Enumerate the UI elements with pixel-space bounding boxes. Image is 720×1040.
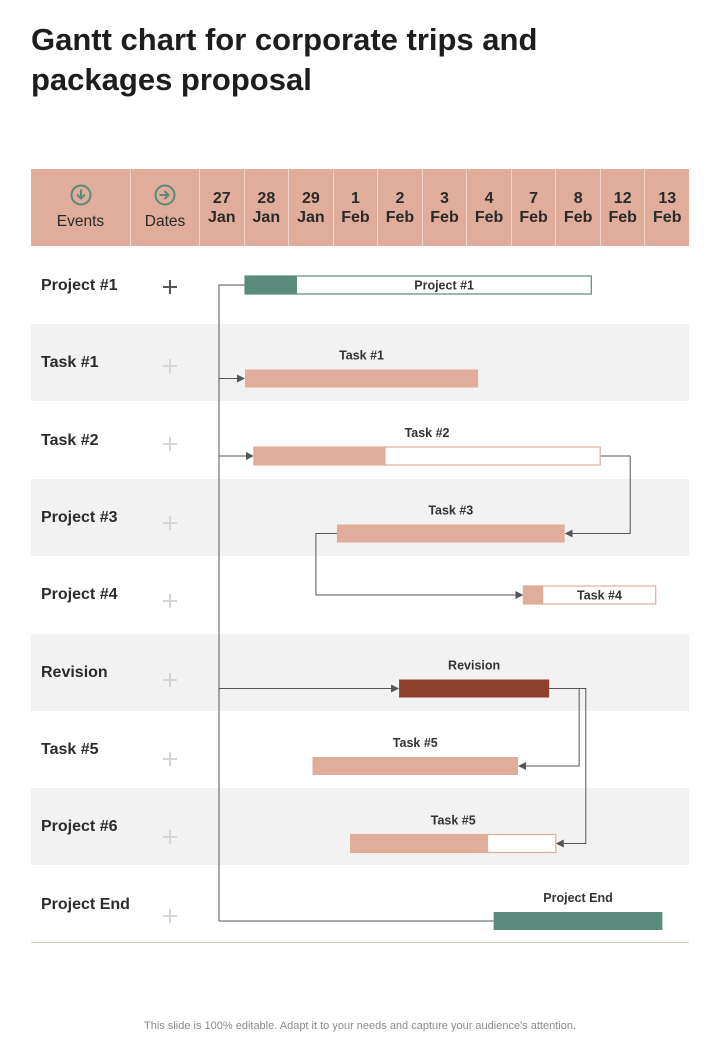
- date-day: 28: [257, 189, 276, 207]
- row-label: Project #4: [41, 586, 118, 603]
- date-column-header: 1 Feb: [334, 169, 379, 246]
- plus-icon[interactable]: [163, 752, 177, 766]
- row-label: Project #3: [41, 509, 118, 526]
- plus-icon[interactable]: [163, 359, 177, 373]
- date-column-header: 13 Feb: [645, 169, 689, 246]
- date-column-header: 28 Jan: [245, 169, 290, 246]
- date-column-header: 29 Jan: [289, 169, 334, 246]
- date-month: Jan: [252, 208, 281, 226]
- date-column-header: 12 Feb: [601, 169, 646, 246]
- row-label: Task #1: [41, 354, 99, 371]
- date-month: Jan: [207, 208, 236, 226]
- gantt-header: Events Dates 27 Jan 28 Jan 29 Jan 1 Feb 2 Feb…: [31, 169, 689, 246]
- gantt-row-project-end: Project End: [31, 866, 689, 943]
- gantt-row-project-1: Project #1: [31, 247, 689, 324]
- row-label: Task #5: [41, 741, 99, 758]
- table-bottom-divider: [31, 942, 689, 943]
- plus-icon[interactable]: [163, 437, 177, 451]
- plus-icon[interactable]: [163, 280, 177, 294]
- row-label: Revision: [41, 664, 108, 681]
- date-day: 13: [658, 189, 677, 207]
- download-circle-icon: [70, 184, 91, 206]
- row-label: Project End: [41, 896, 130, 913]
- date-month: Feb: [341, 208, 370, 226]
- plus-icon[interactable]: [163, 594, 177, 608]
- date-column-header: 2 Feb: [378, 169, 423, 246]
- date-day: 12: [613, 189, 632, 207]
- title-line-1: Gantt chart for corporate trips and: [31, 22, 538, 57]
- plus-icon[interactable]: [163, 830, 177, 844]
- date-month: Feb: [385, 208, 415, 226]
- date-month: Feb: [519, 208, 548, 226]
- date-month: Jan: [297, 208, 325, 226]
- plus-icon[interactable]: [163, 909, 177, 923]
- gantt-row-project-6: Project #6: [31, 788, 689, 865]
- row-label: Project #1: [41, 277, 118, 294]
- row-label: Project #6: [41, 818, 118, 835]
- plus-icon[interactable]: [163, 516, 177, 530]
- date-month: Feb: [563, 208, 593, 226]
- gantt-row-project-4: Project #4: [31, 556, 689, 633]
- date-month: Feb: [608, 208, 637, 226]
- date-column-header: 7 Feb: [512, 169, 557, 246]
- row-label: Task #2: [41, 432, 99, 449]
- date-month: Feb: [653, 208, 682, 226]
- date-month: Feb: [474, 208, 504, 226]
- gantt-row-revision: Revision: [31, 634, 689, 711]
- plus-icon[interactable]: [163, 673, 177, 687]
- footer-note: This slide is 100% editable. Adapt it to…: [144, 1020, 576, 1032]
- date-day: 7: [529, 189, 539, 207]
- date-column-header: 8 Feb: [556, 169, 601, 246]
- date-day: 4: [484, 189, 494, 207]
- gantt-row-task-1: Task #1: [31, 324, 689, 401]
- date-day: 29: [301, 189, 320, 207]
- arrow-right-circle-icon: [154, 184, 176, 206]
- gantt-row-task-5: Task #5: [31, 711, 689, 788]
- date-day: 27: [212, 189, 231, 207]
- dates-column-header: Dates: [131, 169, 200, 246]
- date-column-header: 4 Feb: [467, 169, 512, 246]
- events-column-header: Events: [31, 169, 131, 246]
- title-line-2: packages proposal: [31, 62, 312, 97]
- date-day: 2: [395, 189, 405, 207]
- page-title: Gantt chart for corporate trips and pack…: [31, 20, 671, 100]
- dates-label: Dates: [144, 213, 186, 230]
- date-month: Feb: [430, 208, 459, 226]
- events-label: Events: [56, 213, 105, 230]
- gantt-row-task-2: Task #2: [31, 402, 689, 479]
- date-day: 8: [573, 189, 583, 207]
- date-day: 1: [350, 189, 360, 207]
- date-column-header: 3 Feb: [423, 169, 468, 246]
- gantt-row-project-3: Project #3: [31, 479, 689, 556]
- date-column-header: 27 Jan: [200, 169, 245, 246]
- date-day: 3: [440, 189, 449, 207]
